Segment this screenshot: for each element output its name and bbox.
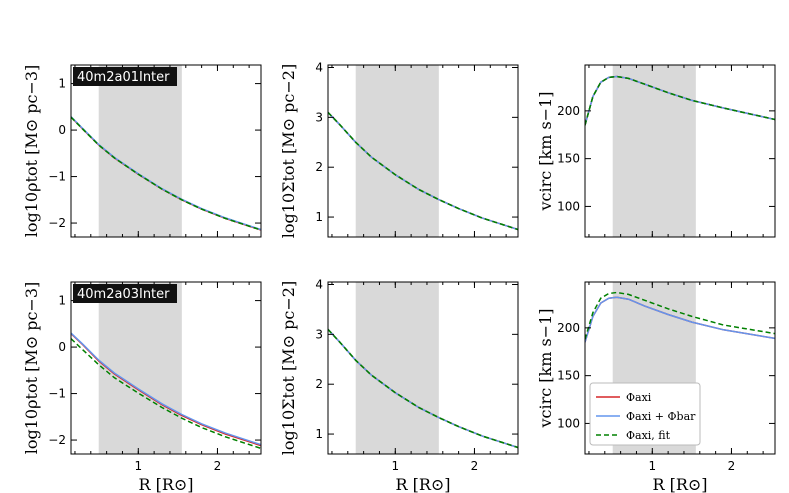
model-tag-box bbox=[73, 67, 177, 86]
legend-label-axi_bar: Φaxi + Φbar bbox=[626, 410, 696, 423]
panel-rho-bot: 1 2 −2 −1 0 1 log10ρtot [M⊙ pc−3] R [R⊙] 40m2a03… bbox=[22, 281, 262, 493]
x-tick-label: 1 bbox=[134, 459, 142, 473]
y-tick-label: 3 bbox=[315, 110, 323, 124]
model-tag-box bbox=[73, 284, 177, 303]
shaded-band bbox=[98, 282, 182, 454]
axes-frame bbox=[327, 281, 519, 455]
y-tick-label: 1 bbox=[315, 210, 323, 224]
x-tick-label: 2 bbox=[214, 459, 222, 473]
shaded-band bbox=[355, 282, 439, 454]
shaded-band bbox=[98, 65, 182, 237]
y-tick-label: 1 bbox=[315, 427, 323, 441]
series-line-axi_fit bbox=[585, 291, 775, 340]
y-axis-label: vcirc [km s−1] bbox=[536, 91, 555, 211]
series-line-axi_fit bbox=[71, 338, 261, 450]
x-tick-label: 1 bbox=[391, 459, 399, 473]
x-tick-label: 2 bbox=[471, 459, 479, 473]
y-tick-label: 1 bbox=[58, 77, 66, 91]
y-tick-label: −2 bbox=[48, 216, 66, 230]
y-tick-label: 2 bbox=[315, 160, 323, 174]
y-tick-label: 100 bbox=[557, 199, 580, 213]
x-tick-label: 2 bbox=[728, 459, 736, 473]
shaded-band bbox=[355, 65, 439, 237]
x-tick-label: 1 bbox=[648, 459, 656, 473]
axes-frame bbox=[70, 281, 262, 455]
axes-frame bbox=[584, 64, 776, 238]
series-line-axi_bar bbox=[585, 296, 775, 343]
y-tick-label: −2 bbox=[48, 433, 66, 447]
y-axis-label: log10ρtot [M⊙ pc−3] bbox=[22, 65, 41, 237]
axes-frame bbox=[327, 64, 519, 238]
series-line-axi_fit bbox=[585, 75, 775, 126]
legend: Φaxi Φaxi + Φbar Φaxi, fit bbox=[589, 382, 701, 446]
y-axis-label: log10ρtot [M⊙ pc−3] bbox=[22, 282, 41, 454]
panel-sigma-top: 1 2 3 4 log10Σtot [M⊙ pc−2] bbox=[279, 60, 519, 238]
shaded-band bbox=[612, 65, 696, 237]
y-tick-label: −1 bbox=[48, 170, 66, 184]
legend-label-axi: Φaxi bbox=[626, 391, 652, 404]
x-axis-label: R [R⊙] bbox=[652, 475, 707, 493]
y-tick-label: 1 bbox=[58, 294, 66, 308]
legend-label-axi_fit: Φaxi, fit bbox=[626, 429, 671, 442]
y-tick-label: 150 bbox=[557, 369, 580, 383]
panel-rho-top: −2 −1 0 1 log10ρtot [M⊙ pc−3] 40m2a01Inter bbox=[22, 64, 262, 238]
series-line-axi_bar bbox=[71, 332, 261, 446]
model-tag: 40m2a01Inter bbox=[77, 70, 170, 85]
y-tick-label: 100 bbox=[557, 416, 580, 430]
y-axis-label: vcirc [km s−1] bbox=[536, 308, 555, 428]
y-tick-label: 200 bbox=[557, 104, 580, 118]
model-tag: 40m2a03Inter bbox=[77, 287, 170, 302]
series-line-axi_fit bbox=[328, 328, 518, 449]
y-tick-label: 150 bbox=[557, 152, 580, 166]
y-tick-label: 3 bbox=[315, 327, 323, 341]
y-tick-label: −1 bbox=[48, 387, 66, 401]
y-axis-label: log10Σtot [M⊙ pc−2] bbox=[279, 64, 298, 238]
y-tick-label: 0 bbox=[58, 123, 66, 137]
series-line-axi_fit bbox=[71, 116, 261, 231]
axes-frame bbox=[70, 64, 262, 238]
series-line-axi_fit bbox=[328, 111, 518, 231]
panel-sigma-bot: 1 2 1 2 3 4 log10Σtot [M⊙ pc−2] R [R⊙] bbox=[279, 277, 519, 493]
y-tick-label: 2 bbox=[315, 377, 323, 391]
x-axis-label: R [R⊙] bbox=[138, 475, 193, 493]
legend-box bbox=[589, 382, 701, 446]
axes-frame bbox=[584, 281, 776, 455]
y-axis-label: log10Σtot [M⊙ pc−2] bbox=[279, 281, 298, 455]
x-axis-label: R [R⊙] bbox=[395, 475, 450, 493]
y-tick-label: 4 bbox=[315, 277, 323, 291]
y-tick-label: 4 bbox=[315, 60, 323, 74]
y-tick-label: 200 bbox=[557, 321, 580, 335]
y-tick-label: 0 bbox=[58, 340, 66, 354]
